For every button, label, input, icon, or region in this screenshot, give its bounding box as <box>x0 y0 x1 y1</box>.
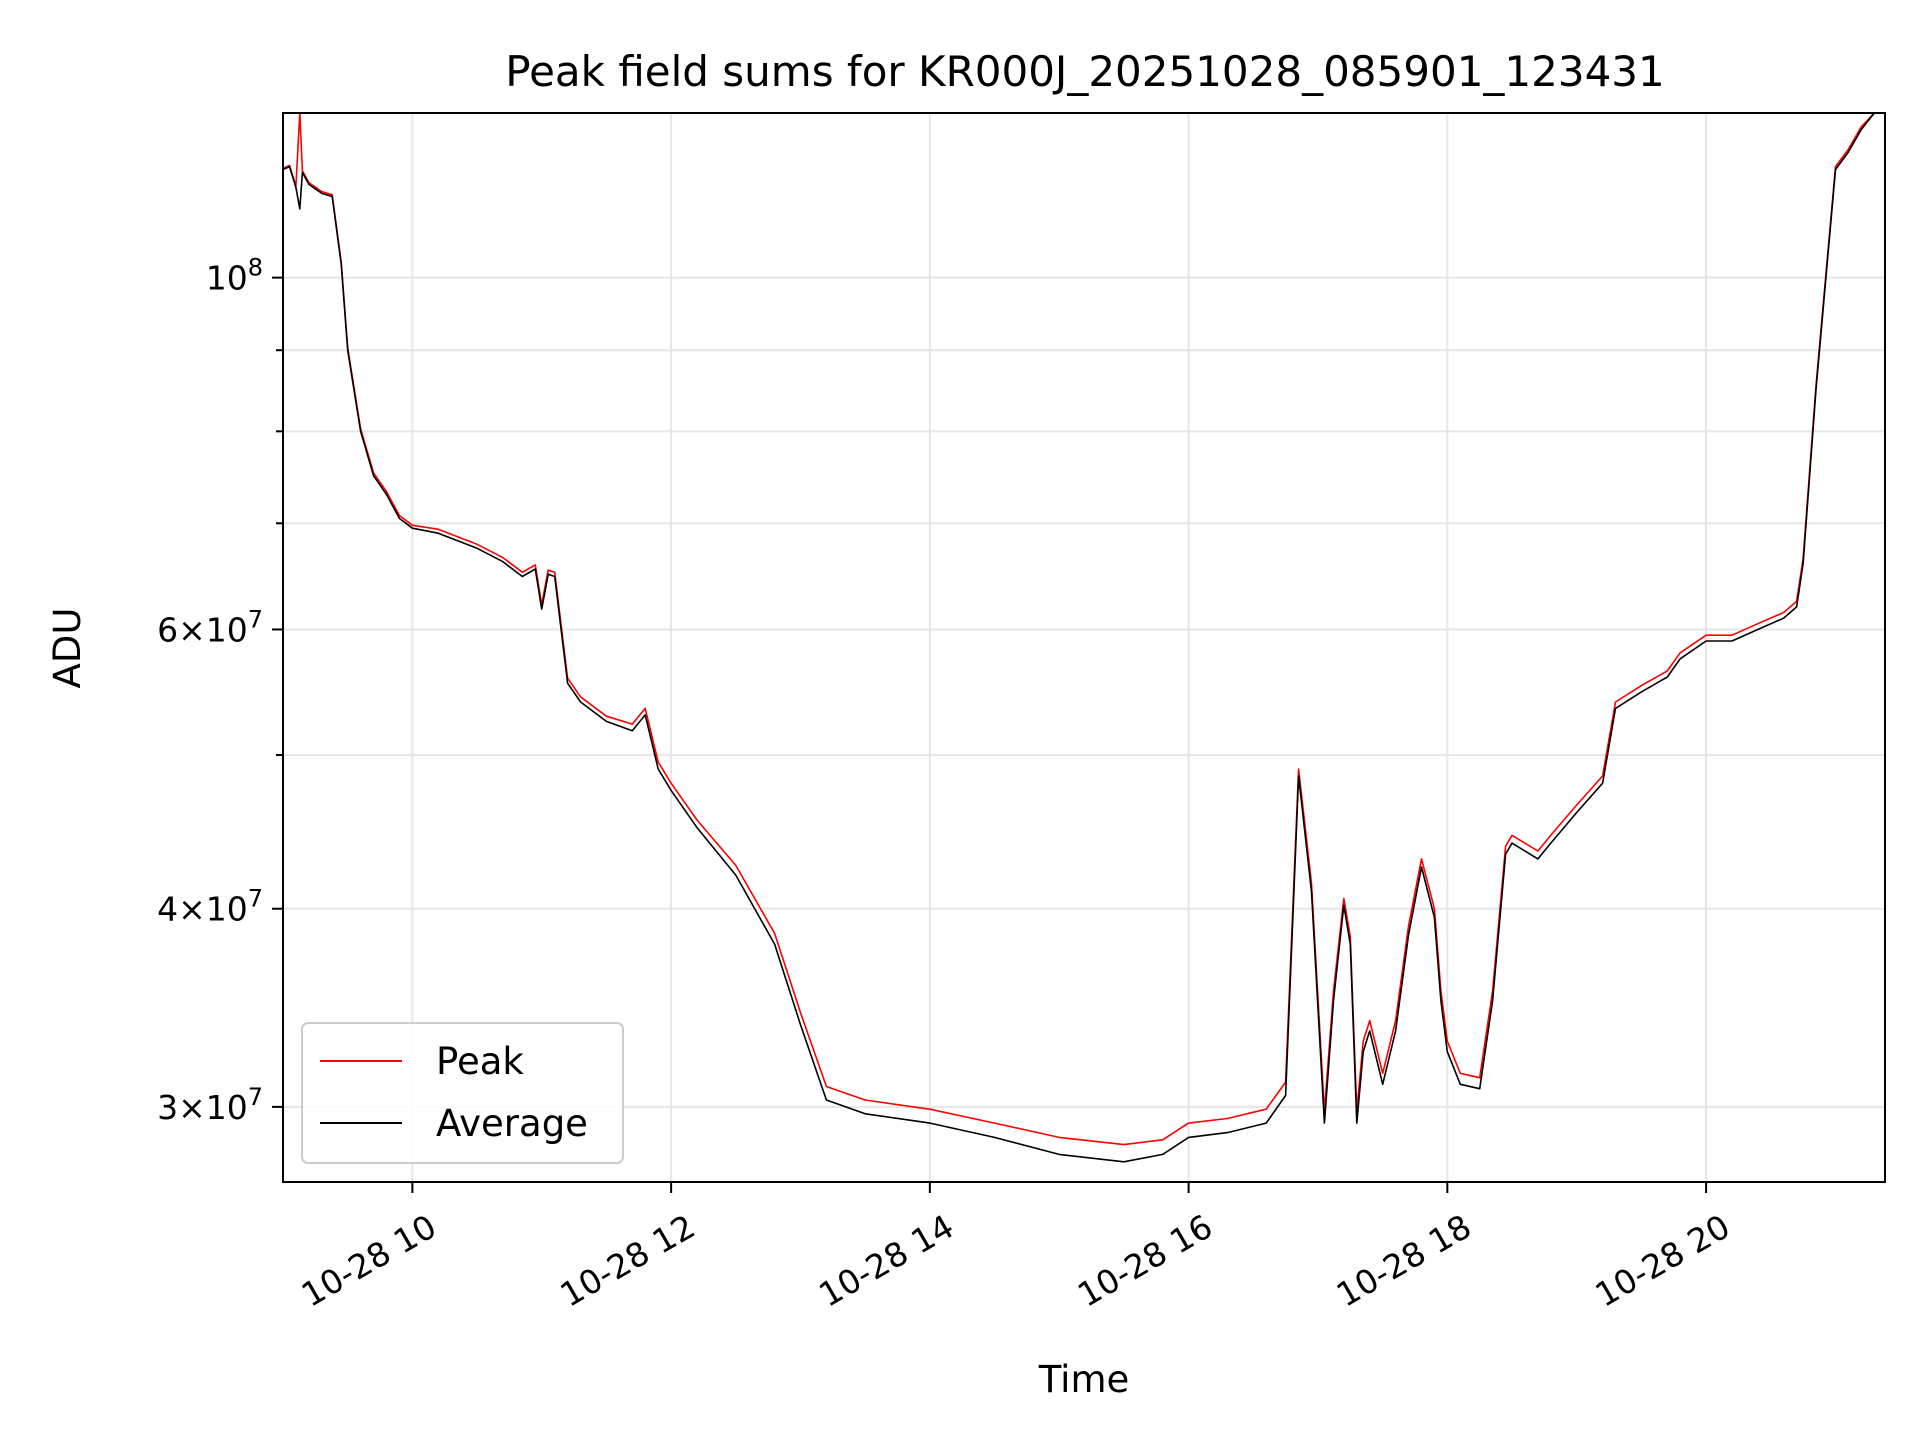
y-tick-exponent: 7 <box>248 885 263 913</box>
y-tick-base: 10 <box>206 1088 248 1127</box>
y-tick-exponent: 7 <box>248 1083 263 1111</box>
y-axis-label: ADU <box>46 608 89 689</box>
legend: Peak Average <box>301 1022 624 1164</box>
y-tick-base: 10 <box>206 610 248 649</box>
y-tick-label: 4×107 <box>157 885 263 929</box>
y-tick-times: × <box>178 1088 206 1127</box>
x-axis-label: Time <box>1038 1358 1130 1401</box>
series-line-peak <box>282 112 1885 1146</box>
legend-label-peak: Peak <box>436 1040 524 1083</box>
legend-label-average: Average <box>436 1102 588 1145</box>
y-tick-base: 10 <box>206 890 248 929</box>
y-tick-label: 6×107 <box>157 605 263 649</box>
y-tick-mantissa: 6 <box>157 610 178 649</box>
y-tick-times: × <box>178 610 206 649</box>
series-group <box>282 112 1885 1163</box>
y-tick-label: 108 <box>206 254 263 298</box>
y-tick-times: × <box>178 890 206 929</box>
y-tick-exponent: 8 <box>248 254 263 282</box>
plot-frame <box>282 112 1886 1183</box>
grid <box>283 113 1885 1182</box>
y-tick-label: 3×107 <box>157 1083 263 1127</box>
y-tick-exponent: 7 <box>248 605 263 633</box>
chart-title: Peak field sums for KR000J_20251028_0859… <box>505 47 1665 96</box>
legend-box <box>301 1022 624 1164</box>
y-tick-base: 10 <box>206 259 248 298</box>
y-tick-mantissa: 3 <box>157 1088 178 1127</box>
series-line-average <box>282 112 1885 1163</box>
y-tick-mantissa: 4 <box>157 890 178 929</box>
